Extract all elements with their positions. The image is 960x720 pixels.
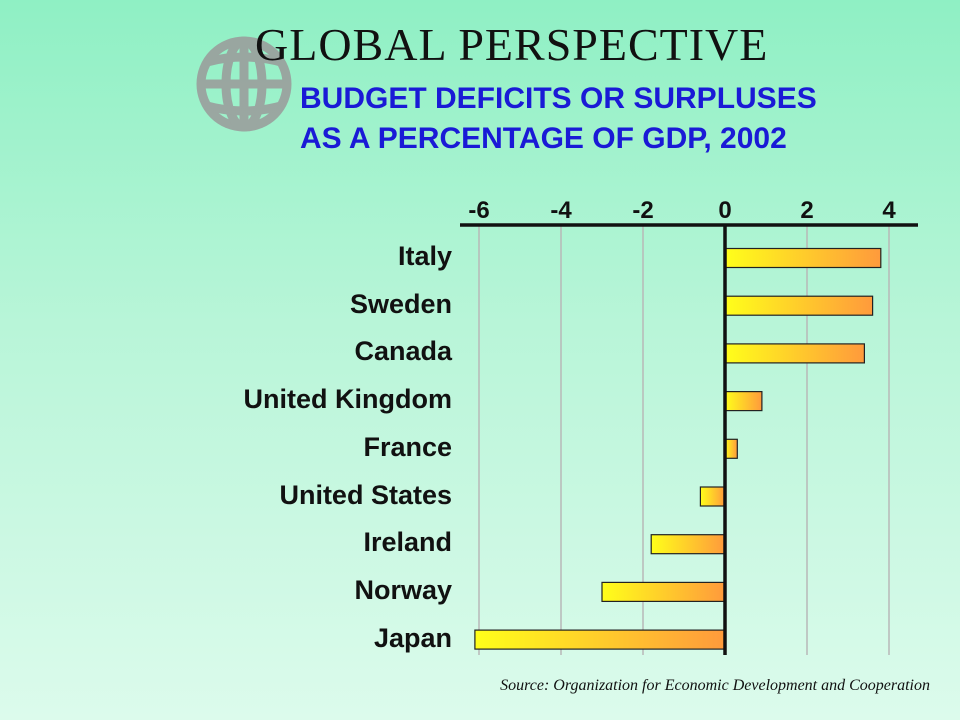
- bar-united-kingdom: [724, 391, 763, 412]
- x-tick-label: 2: [800, 197, 813, 224]
- bar-italy: [724, 247, 882, 269]
- source-note: Source: Organization for Economic Develo…: [500, 677, 930, 694]
- bar-sweden: [724, 295, 874, 316]
- bar-france: [724, 438, 738, 459]
- bar-canada: [724, 343, 865, 364]
- x-tick-label: -6: [468, 197, 489, 224]
- category-label: Ireland: [363, 527, 452, 558]
- category-label: Sweden: [349, 288, 452, 319]
- category-label: United States: [279, 479, 452, 510]
- category-label: Japan: [373, 622, 452, 653]
- category-label: Canada: [354, 336, 452, 367]
- x-tick-label: 4: [882, 197, 896, 224]
- globe-icon: [196, 36, 292, 132]
- category-label: France: [363, 431, 452, 462]
- slide-title: GLOBAL PERSPECTIVE: [255, 19, 769, 70]
- bar-ireland: [650, 534, 726, 555]
- bar-norway: [601, 581, 726, 603]
- bar-japan: [474, 629, 726, 650]
- category-label: United Kingdom: [243, 384, 452, 415]
- category-label: Italy: [397, 241, 452, 271]
- x-tick-label: -4: [550, 197, 572, 224]
- category-label: Norway: [354, 574, 452, 605]
- bar-united-states: [699, 486, 726, 507]
- chart-subtitle-line-1: BUDGET DEFICITS OR SURPLUSES: [300, 82, 817, 115]
- x-tick-label: 0: [718, 197, 731, 224]
- x-tick-label: -2: [632, 197, 653, 224]
- chart-subtitle-line-2: AS A PERCENTAGE OF GDP, 2002: [300, 122, 787, 155]
